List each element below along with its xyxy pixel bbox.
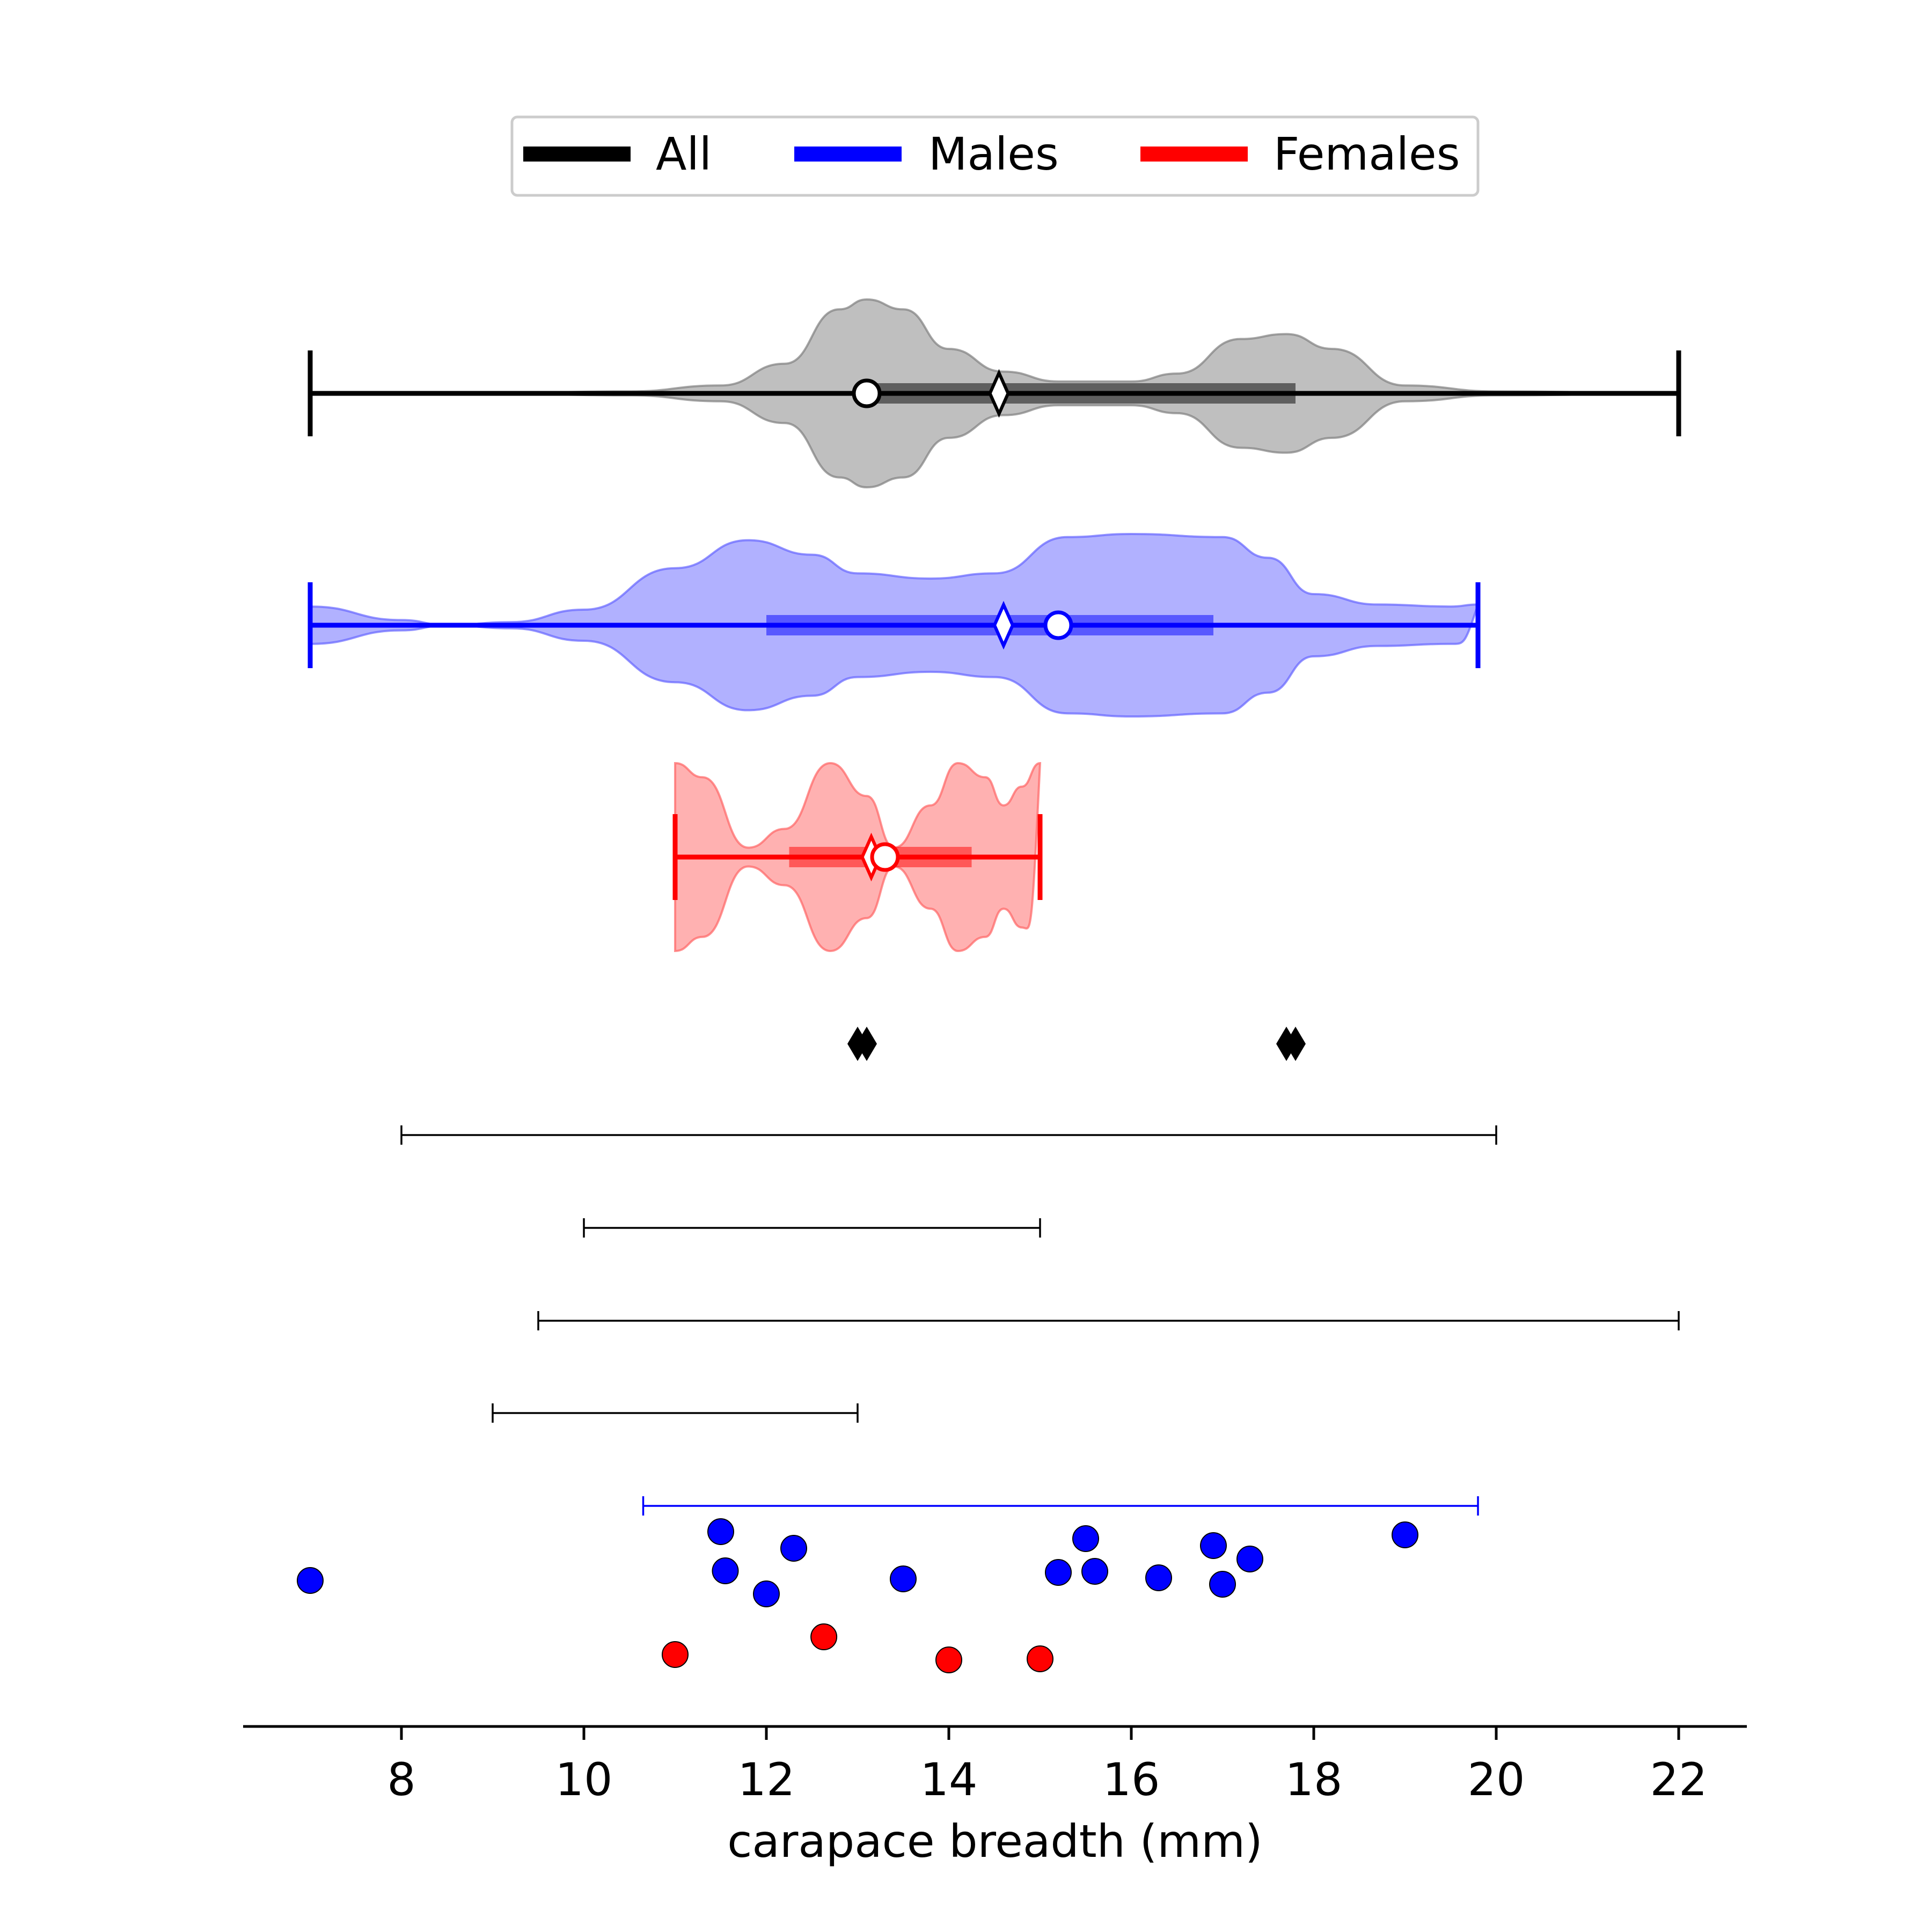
male-point xyxy=(707,1518,734,1545)
legend-label-females: Females xyxy=(1274,128,1460,180)
male-point xyxy=(1200,1532,1227,1559)
legend-label-males: Males xyxy=(928,128,1059,180)
male-point xyxy=(1236,1546,1263,1572)
x-axis-label: carapace breadth (mm) xyxy=(727,1815,1263,1868)
male-point xyxy=(712,1557,739,1584)
male-point xyxy=(1209,1571,1236,1598)
x-tick-label: 14 xyxy=(920,1753,978,1806)
x-ticks: 8 10 12 14 16 18 20 22 xyxy=(387,1726,1707,1806)
violin-all xyxy=(308,298,1681,489)
diamond-marker xyxy=(1285,1027,1306,1061)
x-tick-label: 22 xyxy=(1650,1753,1708,1806)
mean-marker-males xyxy=(992,601,1015,650)
x-tick-label: 16 xyxy=(1103,1753,1160,1806)
male-point xyxy=(1072,1525,1099,1552)
violin-males xyxy=(308,532,1481,718)
x-tick-label: 20 xyxy=(1468,1753,1525,1806)
x-tick-label: 8 xyxy=(387,1753,415,1806)
x-axis: 8 10 12 14 16 18 20 22 carapace breadth (mm) xyxy=(243,1725,1747,1868)
male-point xyxy=(1392,1521,1418,1548)
legend-frame xyxy=(510,115,1480,197)
legend: All Males Females xyxy=(510,115,1480,197)
diamond-markers xyxy=(847,1027,1306,1061)
interval-bars xyxy=(400,1125,1680,1516)
x-tick-label: 10 xyxy=(555,1753,613,1806)
median-marker-all xyxy=(852,378,882,408)
violin-females xyxy=(672,762,1043,953)
male-point xyxy=(890,1565,917,1592)
male-point xyxy=(780,1535,807,1562)
female-point xyxy=(810,1623,838,1650)
male-point xyxy=(1081,1558,1108,1585)
median-marker-females xyxy=(870,842,900,872)
legend-label-all: All xyxy=(656,128,712,180)
mean-marker-all xyxy=(988,369,1010,418)
plot-area xyxy=(297,298,1681,1673)
female-point xyxy=(1027,1645,1053,1672)
male-point xyxy=(1045,1559,1072,1586)
scatter-points xyxy=(297,1518,1418,1673)
female-point xyxy=(662,1641,689,1668)
diamond-marker xyxy=(857,1027,877,1061)
x-tick-label: 12 xyxy=(738,1753,795,1806)
female-point xyxy=(935,1646,962,1673)
x-tick-label: 18 xyxy=(1285,1753,1343,1806)
male-point xyxy=(297,1567,324,1594)
male-point xyxy=(1145,1564,1172,1591)
median-marker-males xyxy=(1043,610,1073,640)
male-point xyxy=(753,1580,780,1607)
